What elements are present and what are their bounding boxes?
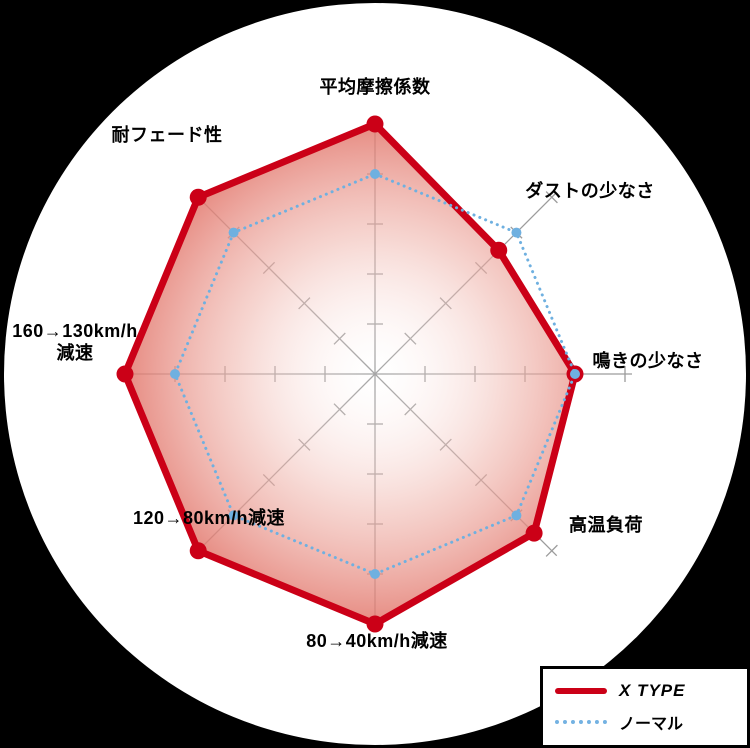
legend-item-normal: ノーマル bbox=[555, 710, 735, 734]
xtype-marker bbox=[366, 615, 384, 633]
normal-marker bbox=[370, 169, 380, 179]
legend: X TYPE ノーマル bbox=[540, 666, 750, 748]
series-xtype-markers bbox=[116, 115, 584, 633]
axis-label-low-squeal: 鳴きの少なさ bbox=[592, 351, 704, 371]
normal-marker bbox=[370, 569, 380, 579]
normal-marker bbox=[511, 227, 522, 238]
axis-label-decel-160-130: 160→130km/h 減速 bbox=[12, 321, 138, 363]
series-normal-markers bbox=[170, 169, 580, 579]
xtype-marker bbox=[490, 241, 508, 259]
axis-label-fade-resistance: 耐フェード性 bbox=[111, 125, 223, 145]
legend-label-xtype: X TYPE bbox=[619, 680, 686, 700]
xtype-marker bbox=[525, 524, 543, 542]
xtype-line-sample bbox=[555, 687, 607, 694]
normal-line-sample bbox=[555, 719, 607, 724]
xtype-marker bbox=[189, 542, 207, 560]
axis-label-decel-80-40: 80→40km/h減速 bbox=[306, 631, 448, 651]
legend-item-xtype: X TYPE bbox=[555, 681, 735, 701]
normal-marker bbox=[228, 510, 239, 521]
xtype-marker bbox=[116, 365, 134, 383]
normal-marker bbox=[511, 510, 522, 521]
axis-tick bbox=[545, 544, 558, 557]
axis-label-low-dust: ダストの少なさ bbox=[525, 181, 655, 201]
axis-tick bbox=[545, 191, 558, 204]
normal-marker bbox=[570, 369, 580, 379]
xtype-marker bbox=[366, 115, 384, 133]
axis-label-high-temp-load: 高温負荷 bbox=[569, 515, 643, 535]
xtype-marker bbox=[189, 188, 207, 206]
axis-label-average-friction: 平均摩擦係数 bbox=[319, 77, 431, 97]
axis-label-decel-120-80: 120→80km/h減速 bbox=[132, 508, 286, 528]
normal-marker bbox=[228, 227, 239, 238]
normal-marker bbox=[170, 369, 180, 379]
legend-label-normal: ノーマル bbox=[619, 715, 684, 733]
